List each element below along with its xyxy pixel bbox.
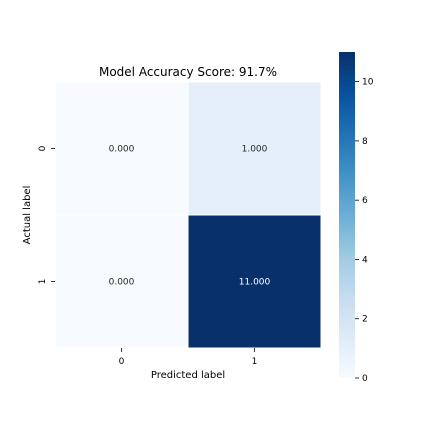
cell-annotation-1-1: 11.000 — [239, 278, 271, 288]
y-tick-label-0: 0 — [38, 145, 48, 151]
colorbar-tick-label-2: 4 — [362, 255, 368, 265]
y-axis-ticks: 01 — [38, 145, 55, 284]
colorbar-tick-label-5: 10 — [362, 78, 374, 88]
cell-annotation-0-1: 1.000 — [242, 145, 268, 155]
colorbar-tick-label-1: 2 — [362, 315, 368, 325]
x-tick-label-1: 1 — [252, 357, 258, 367]
cell-annotations: 0.000 1.000 0.000 11.000 — [109, 145, 271, 288]
heatmap-cells — [54, 81, 322, 349]
heatmap-cell-0-1 — [187, 81, 322, 216]
cell-annotation-0-0: 0.000 — [109, 145, 135, 155]
y-axis-label: Actual label — [22, 186, 33, 245]
colorbar-tick-label-3: 6 — [362, 196, 368, 206]
colorbar-tick-label-0: 0 — [362, 374, 368, 384]
y-tick-label-1: 1 — [38, 279, 48, 285]
x-tick-label-0: 0 — [119, 357, 125, 367]
chart-title: Model Accuracy Score: 91.7% — [99, 65, 277, 79]
colorbar — [339, 52, 355, 378]
heatmap-cell-1-1 — [187, 214, 322, 349]
cell-annotation-1-0: 0.000 — [109, 278, 135, 288]
heatmap-cell-0-0 — [54, 81, 189, 216]
colorbar-ticks: 0 2 4 6 8 10 — [355, 78, 374, 384]
heatmap-cell-1-0 — [54, 214, 189, 349]
colorbar-tick-label-4: 8 — [362, 137, 368, 147]
x-axis-label: Predicted label — [151, 370, 225, 381]
